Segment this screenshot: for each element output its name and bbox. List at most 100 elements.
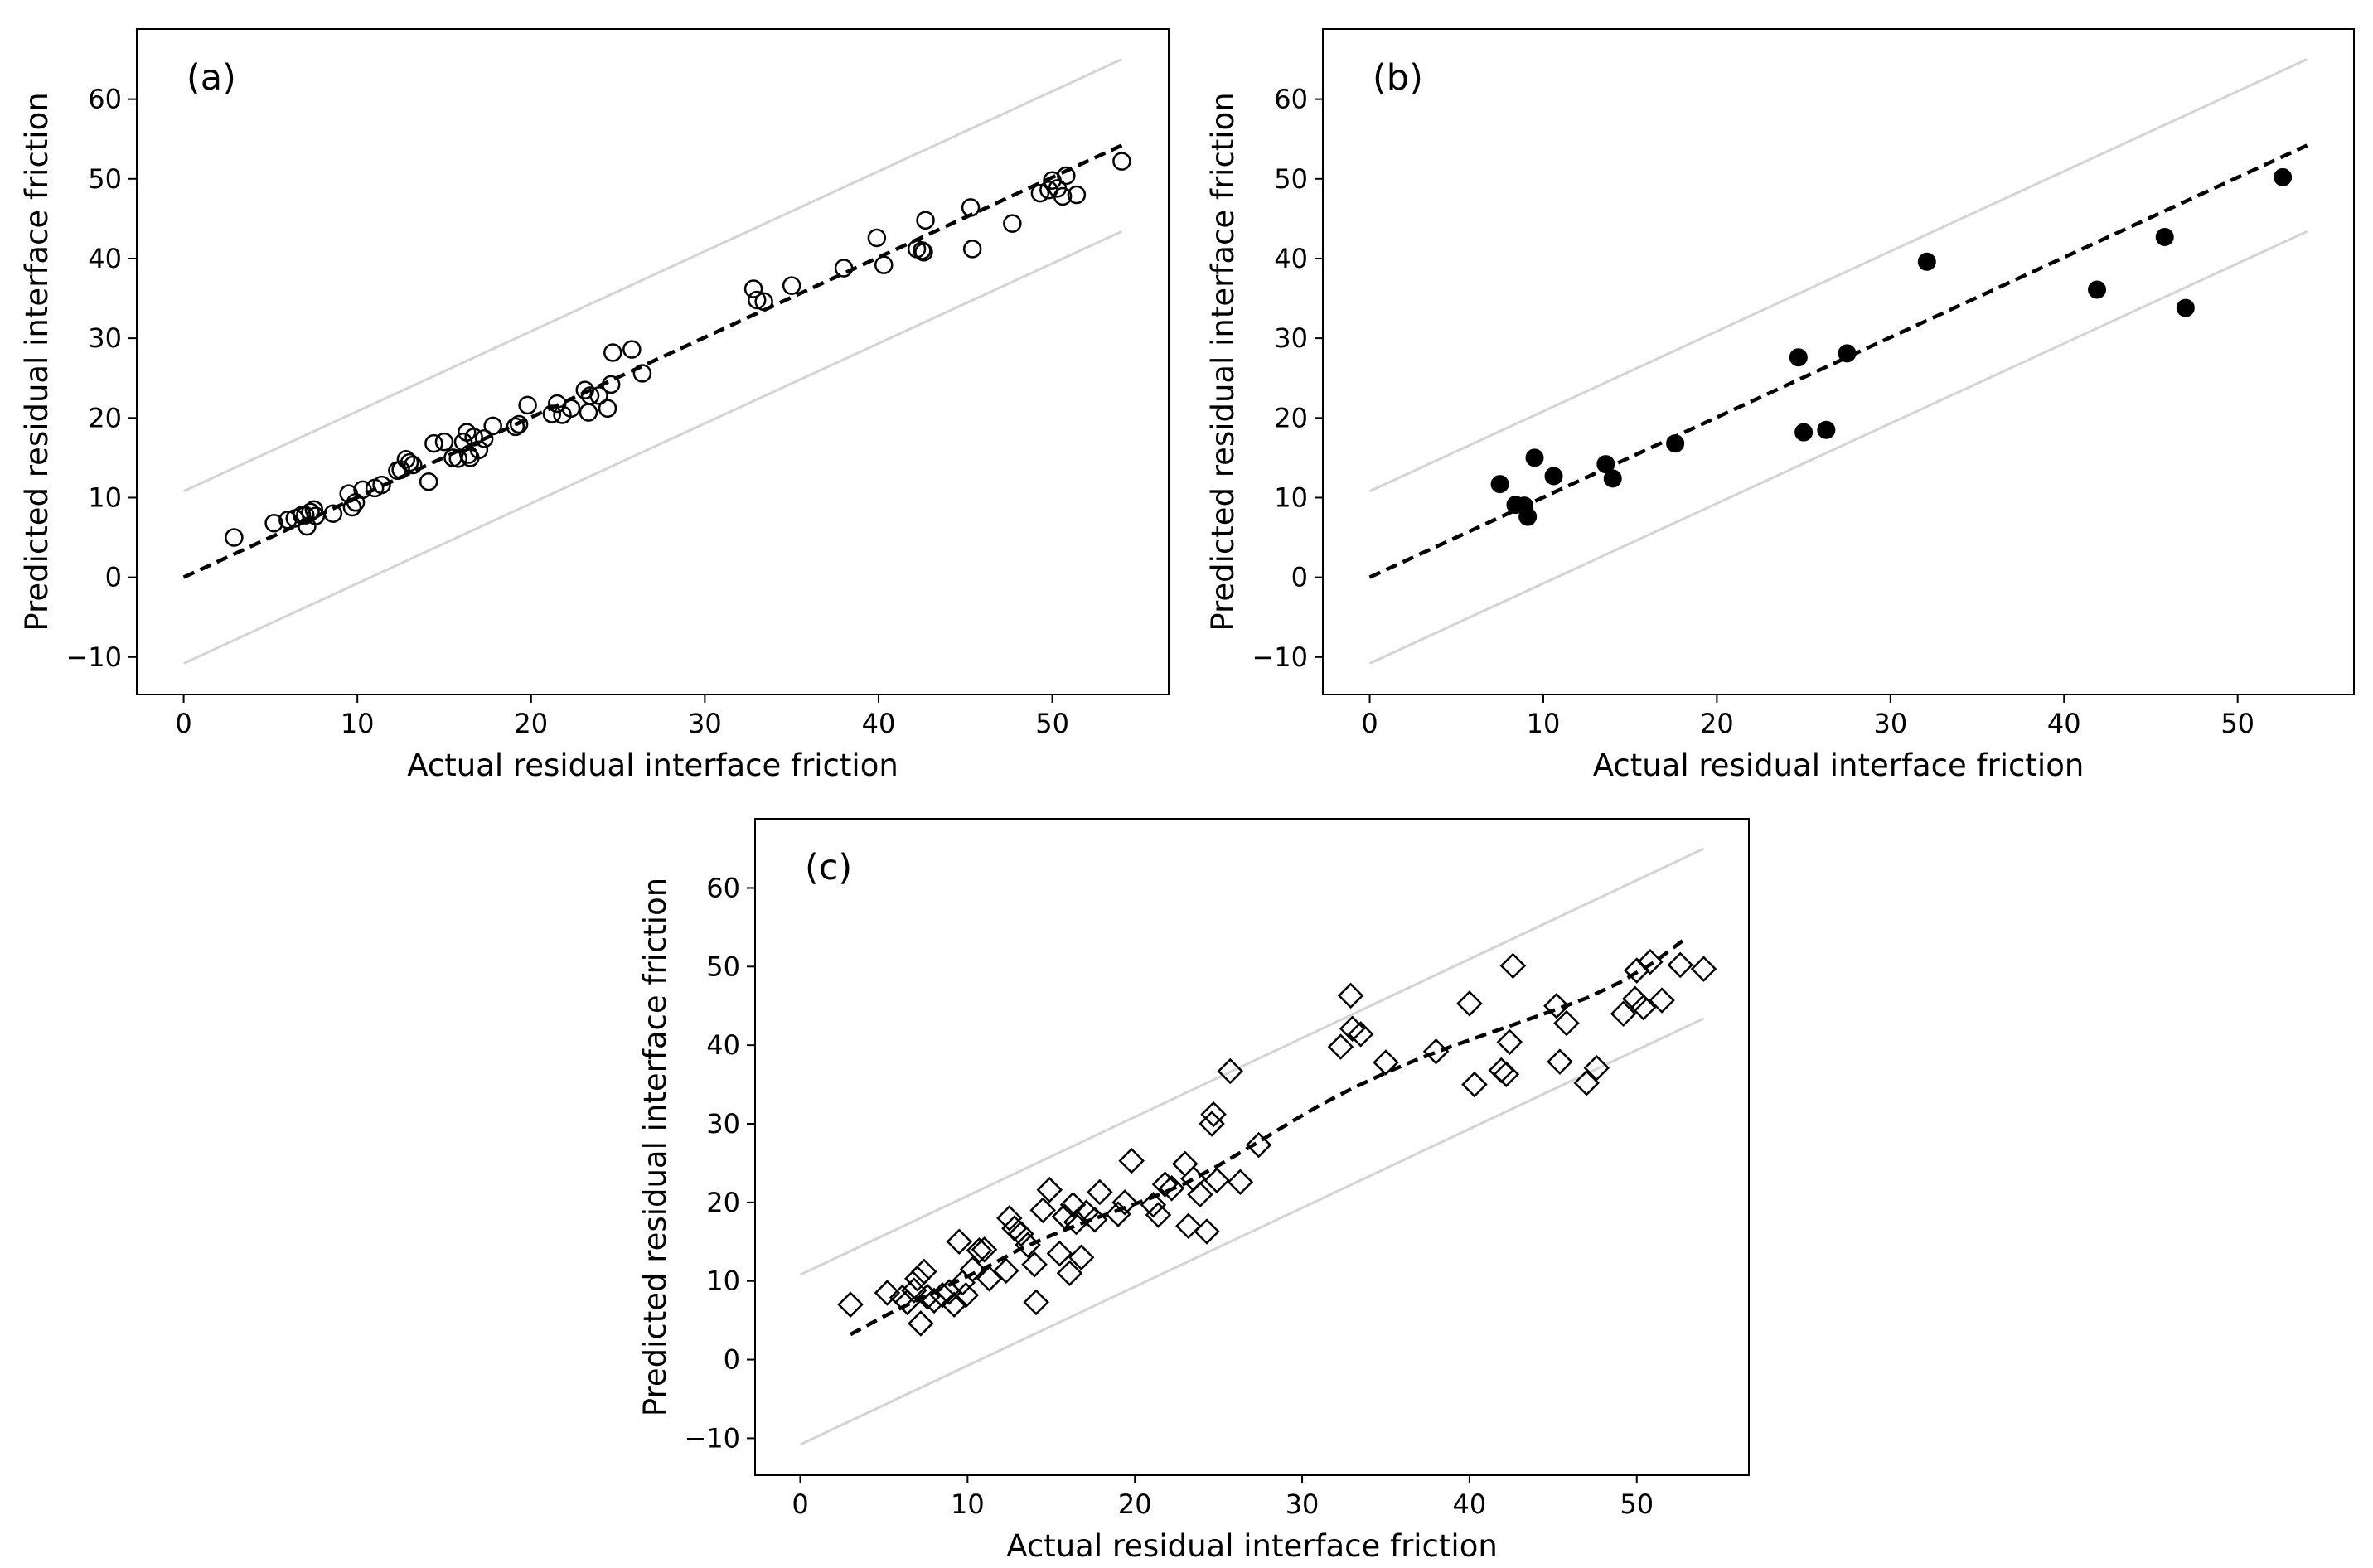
x-tick-label-c: 40 xyxy=(1453,1488,1487,1520)
data-point xyxy=(837,1291,864,1318)
data-point xyxy=(1015,1232,1041,1258)
panel-label-c: (c) xyxy=(805,847,852,888)
data-point xyxy=(1422,1038,1450,1065)
data-point xyxy=(1140,1191,1167,1218)
data-point xyxy=(874,255,894,274)
y-tick-label-a: −10 xyxy=(65,641,122,673)
x-axis-label-c: Actual residual interface friction xyxy=(1006,1528,1498,1564)
data-point xyxy=(834,259,854,278)
y-tick-label-b: 10 xyxy=(1274,482,1308,513)
data-point xyxy=(622,340,642,359)
data-point xyxy=(1087,1178,1113,1206)
y-axis-label-b: Predicted residual interface friction xyxy=(1205,92,1241,631)
data-point xyxy=(911,1258,937,1285)
data-point xyxy=(1158,1175,1185,1202)
data-point xyxy=(1046,1240,1073,1267)
data-point xyxy=(1030,183,1050,203)
data-point xyxy=(1067,185,1087,205)
data-point xyxy=(1488,1057,1515,1084)
data-point xyxy=(1200,1101,1227,1128)
y-tick-label-b: 60 xyxy=(1274,84,1308,115)
data-point xyxy=(1180,1165,1207,1193)
data-point xyxy=(1666,434,1685,453)
data-point xyxy=(1051,1203,1078,1230)
data-point xyxy=(2274,167,2293,186)
data-point xyxy=(2088,280,2107,299)
data-point xyxy=(1081,1206,1108,1233)
data-point xyxy=(929,1282,956,1309)
data-point xyxy=(506,417,525,437)
y-tick-label-c: −10 xyxy=(684,1422,740,1454)
data-point xyxy=(509,414,529,434)
data-point xyxy=(1327,1033,1354,1060)
data-point xyxy=(483,416,502,436)
data-point xyxy=(424,433,443,453)
y-tick-label-c: 60 xyxy=(706,872,740,903)
panel-label-b: (b) xyxy=(1373,57,1423,99)
data-point xyxy=(1456,990,1483,1017)
fit-line-c xyxy=(850,936,1688,1337)
data-point xyxy=(632,364,652,383)
x-axis-label-a: Actual residual interface friction xyxy=(407,748,898,783)
data-point xyxy=(1068,1244,1095,1271)
data-point xyxy=(1112,152,1131,171)
x-tick-label-b: 10 xyxy=(1527,708,1561,739)
x-tick-label-a: 20 xyxy=(514,708,548,739)
data-point xyxy=(323,504,343,523)
x-tick-label-c: 50 xyxy=(1620,1488,1654,1520)
data-point xyxy=(1553,1009,1580,1037)
data-point xyxy=(1794,423,1814,442)
data-point xyxy=(1496,1028,1523,1056)
data-point xyxy=(1003,214,1022,233)
y-tick-label-b: 40 xyxy=(1274,243,1308,274)
panel-label-a: (a) xyxy=(186,57,236,99)
y-tick-label-b: 0 xyxy=(1291,562,1308,593)
data-point xyxy=(1490,475,1509,494)
data-point xyxy=(579,403,598,422)
data-point xyxy=(434,432,454,452)
data-point xyxy=(1175,1212,1202,1240)
data-point xyxy=(1630,994,1657,1021)
data-point xyxy=(946,1228,973,1256)
data-point xyxy=(469,440,489,460)
data-point xyxy=(961,198,981,217)
data-point xyxy=(1057,166,1076,186)
data-point xyxy=(976,1266,1003,1292)
data-point xyxy=(306,506,326,525)
data-point xyxy=(1544,467,1563,486)
bound-line-b-2 xyxy=(1368,230,2308,665)
data-point xyxy=(754,292,773,312)
bound-line-b-1 xyxy=(1368,58,2308,493)
data-point xyxy=(1227,1169,1254,1195)
x-tick-label-c: 30 xyxy=(1286,1488,1320,1520)
data-point xyxy=(1245,1131,1272,1159)
data-point xyxy=(1583,1054,1610,1082)
plot-frame-a xyxy=(136,28,1170,695)
data-point xyxy=(971,1236,998,1263)
data-point xyxy=(1008,1221,1034,1247)
data-point xyxy=(782,276,801,295)
data-point xyxy=(561,399,581,419)
data-point xyxy=(748,290,767,310)
data-point xyxy=(1171,1150,1199,1178)
data-point xyxy=(598,399,617,419)
data-point xyxy=(542,404,562,423)
y-tick-label-c: 40 xyxy=(706,1029,740,1061)
data-point xyxy=(916,211,935,230)
data-point xyxy=(996,1205,1023,1232)
data-point xyxy=(1596,455,1615,474)
data-point xyxy=(1053,186,1073,206)
data-point xyxy=(1187,1181,1213,1208)
data-point xyxy=(1547,1048,1573,1075)
data-point xyxy=(1023,1289,1049,1316)
y-tick-label-a: 60 xyxy=(88,84,122,115)
data-point xyxy=(580,386,600,405)
bound-line-a-2 xyxy=(182,230,1123,665)
y-tick-label-a: 10 xyxy=(88,482,122,513)
y-tick-label-a: 50 xyxy=(88,163,122,195)
data-point xyxy=(1573,1069,1600,1096)
plot-frame-c xyxy=(754,818,1750,1476)
y-tick-label-a: 40 xyxy=(88,243,122,274)
y-tick-label-c: 0 xyxy=(724,1344,740,1376)
x-tick-label-a: 30 xyxy=(688,708,722,739)
